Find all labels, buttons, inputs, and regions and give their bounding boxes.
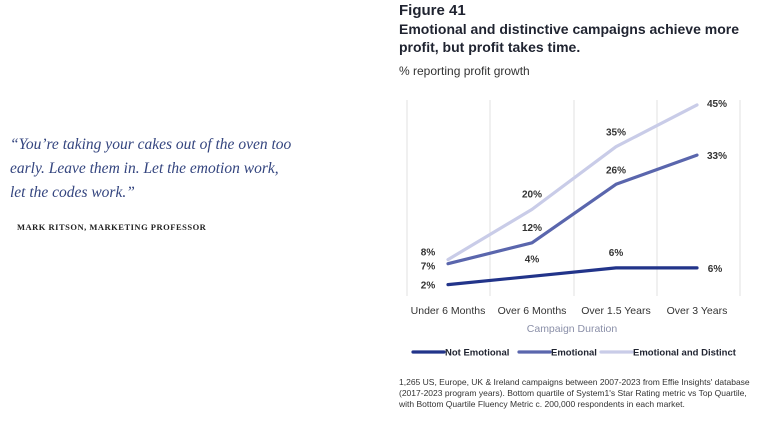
data-label: 45% — [707, 99, 727, 110]
data-label: 20% — [522, 189, 542, 200]
data-label: 26% — [606, 165, 626, 176]
y-axis-label: % reporting profit growth — [399, 64, 530, 78]
figure-title: Emotional and distinctive campaigns achi… — [399, 21, 739, 55]
data-label: 6% — [609, 248, 624, 259]
data-label: 2% — [421, 281, 436, 292]
data-label: 6% — [708, 264, 723, 275]
x-axis-label: Campaign Duration — [527, 323, 618, 335]
legend-label: Emotional — [551, 348, 597, 359]
data-label: 8% — [421, 248, 436, 259]
legend-label: Emotional and Distinct — [633, 348, 737, 359]
data-labels: 2% 4% 6% 6% 7% 12% 26% 33% 8% 20% 35% 45% — [421, 99, 727, 292]
data-label: 7% — [421, 262, 436, 273]
legend: Not Emotional Emotional Emotional and Dist… — [411, 348, 737, 359]
data-label: 35% — [606, 128, 626, 139]
legend-label: Not Emotional — [445, 348, 509, 359]
series-line-emotional-and-distinct — [446, 103, 699, 262]
x-tick-label: Over 6 Months — [498, 305, 567, 317]
pull-quote: “You’re taking your cakes out of the ove… — [10, 133, 355, 205]
quote-attribution: MARK RITSON, MARKETING PROFESSOR — [17, 222, 207, 232]
data-label: 12% — [522, 223, 542, 234]
quote-line: let the codes work.” — [10, 184, 135, 201]
x-tick-label: Over 1.5 Years — [581, 305, 650, 317]
x-tick-label: Over 3 Years — [667, 305, 728, 317]
data-label: 33% — [707, 151, 727, 162]
x-tick-label: Under 6 Months — [411, 305, 486, 317]
quote-line: early. Leave them in. Let the emotion wo… — [10, 160, 279, 177]
x-tick-labels: Under 6 Months Over 6 Months Over 1.5 Year… — [411, 305, 728, 317]
series-lines — [446, 103, 699, 287]
figure-label: Figure 41 — [399, 2, 466, 19]
series-line-not-emotional — [446, 266, 699, 287]
footnote: 1,265 US, Europe, UK & Ireland campaigns… — [399, 377, 750, 409]
gridlines — [406, 100, 741, 296]
series-line-emotional — [446, 153, 699, 266]
data-label: 4% — [525, 254, 540, 265]
quote-line: “You’re taking your cakes out of the ove… — [10, 136, 292, 153]
